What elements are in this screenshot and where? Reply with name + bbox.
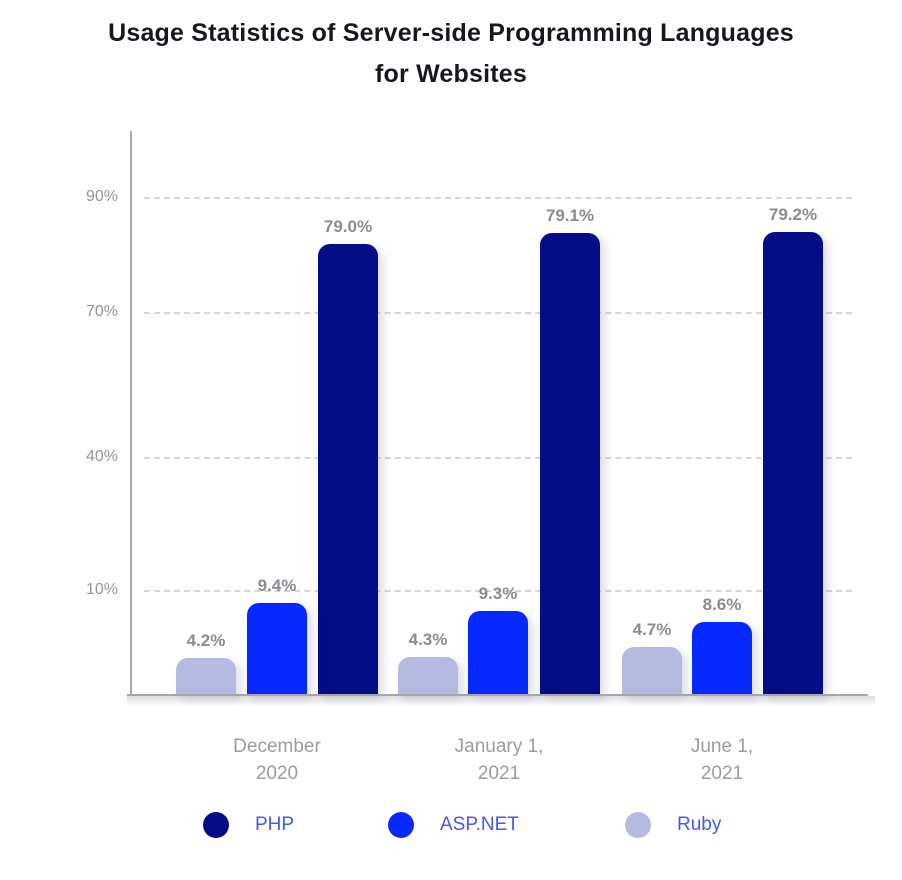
bar-value-label-ruby-3: 4.7% [632,620,672,639]
bar-ruby-2 [398,657,458,695]
chart-title-line2: for Websites [375,60,527,88]
bar-ruby-3 [622,647,682,695]
bar-ruby-1 [176,658,236,695]
bar-asp.net-3 [692,622,752,695]
legend-item-asp-net: ASP.NET [388,812,519,838]
legend-item-ruby: Ruby [625,812,721,838]
legend-swatch-icon-php [203,812,229,838]
bar-value-label-asp.net-3: 8.6% [702,595,742,614]
legend-label-asp-net: ASP.NET [440,814,519,835]
y-axis-line [130,131,132,696]
bar-value-label-php-1: 79.0% [323,217,373,236]
gridline-40% [144,457,852,459]
legend-label-ruby: Ruby [677,814,722,835]
bar-value-label-php-2: 79.1% [545,206,595,225]
legend-swatch-icon-asp-net [388,812,414,838]
gridline-70% [144,312,852,314]
x-axis-line [127,694,868,696]
y-tick-label-70%: 70% [85,303,118,320]
legend-label-php: PHP [255,814,295,835]
bar-value-label-ruby-1: 4.2% [186,631,226,650]
bar-value-label-ruby-2: 4.3% [408,630,448,649]
gridline-90% [144,197,852,199]
bar-php-1 [318,244,378,695]
chart-title: Usage Statistics of Server-side Programm… [0,13,902,95]
bar-php-2 [540,233,600,695]
x-axis-label-3: June 1, 2021 [690,736,754,784]
x-axis-shadow [127,696,875,706]
y-tick-label-10%: 10% [85,581,118,598]
x-axis-label-2: January 1, 2021 [454,736,544,784]
chart-title-line1: Usage Statistics of Server-side Programm… [108,19,794,47]
bar-value-label-asp.net-1: 9.4% [257,576,297,595]
legend-swatch-icon-ruby [625,812,651,838]
y-tick-label-90%: 90% [85,188,118,205]
bar-asp.net-1 [247,603,307,695]
gridline-10% [144,590,852,592]
bar-asp.net-2 [468,611,528,695]
y-tick-label-40%: 40% [85,448,118,465]
bar-value-label-asp.net-2: 9.3% [478,584,518,603]
bar-php-3 [763,232,823,695]
bar-value-label-php-3: 79.2% [768,205,818,224]
x-axis-label-1: December 2020 [233,736,321,784]
legend-item-php: PHP [203,812,294,838]
